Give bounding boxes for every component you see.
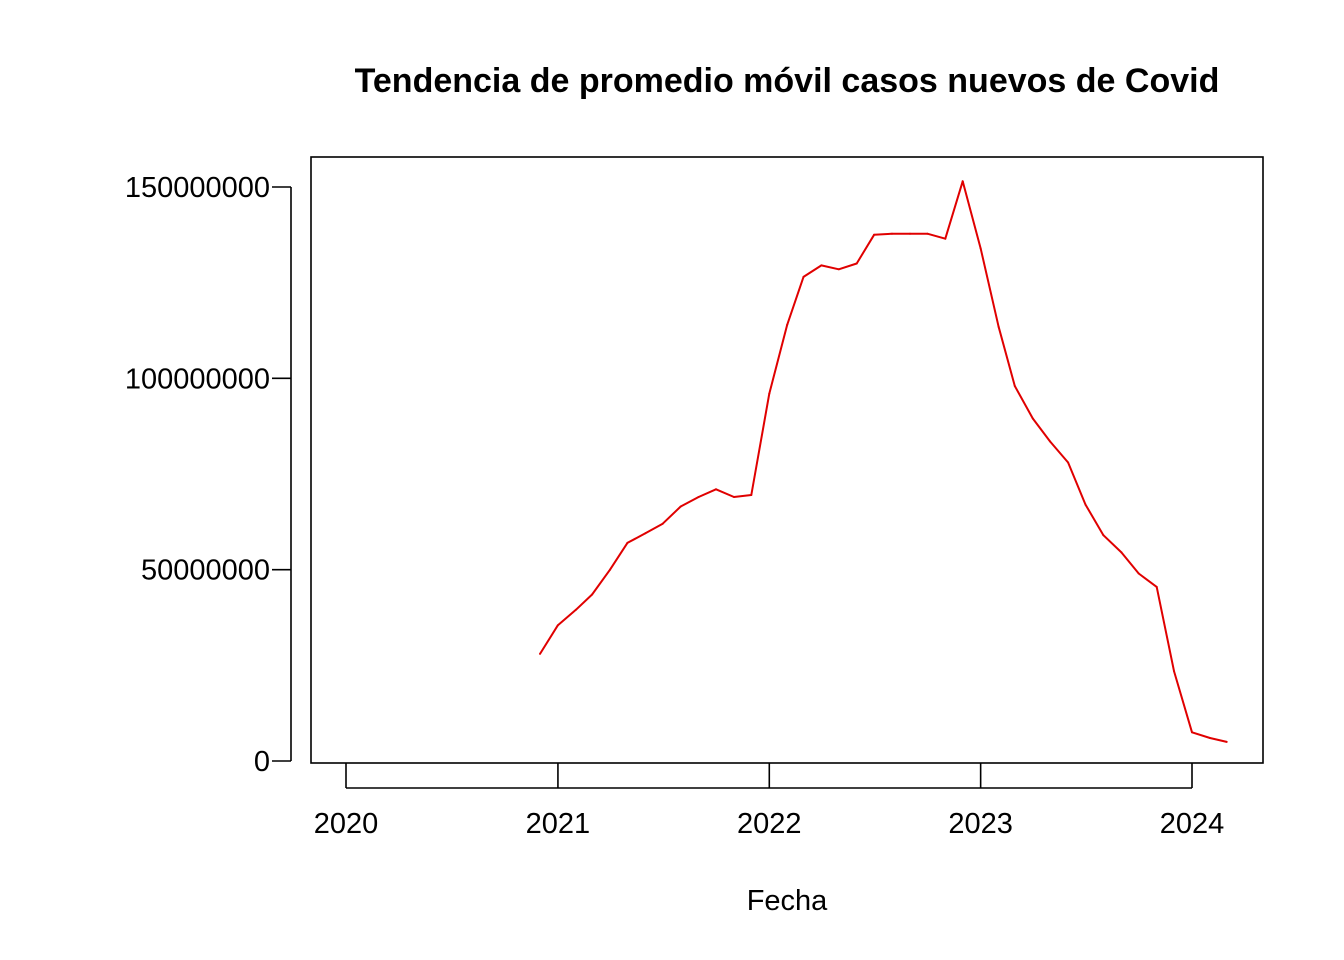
- data-point: [679, 505, 682, 508]
- data-point: [802, 275, 805, 278]
- x-tick-label: 2024: [1160, 808, 1225, 840]
- data-point: [1173, 670, 1175, 673]
- data-point: [539, 652, 541, 655]
- data-point: [944, 237, 947, 240]
- series-layer: [539, 180, 1228, 743]
- data-point: [644, 532, 647, 535]
- data-point: [926, 232, 929, 235]
- y-tick-label: 50000000: [141, 555, 270, 587]
- data-point: [786, 323, 789, 326]
- data-point: [1225, 740, 1228, 743]
- x-axis: 2020 2021 2022 2023 2024: [314, 763, 1225, 840]
- data-point: [1155, 585, 1158, 588]
- data-point: [979, 247, 982, 250]
- data-point: [873, 233, 876, 236]
- data-point: [1031, 417, 1034, 420]
- data-point: [1191, 731, 1193, 734]
- data-point: [855, 262, 858, 265]
- x-tick-label: 2020: [314, 808, 379, 840]
- plot-area-frame: [310, 156, 1264, 764]
- chart-title: Tendencia de promedio móvil casos nuevos…: [355, 62, 1220, 100]
- data-point: [909, 232, 911, 235]
- data-point: [1209, 737, 1211, 739]
- data-point: [609, 568, 611, 571]
- data-point: [1013, 385, 1016, 387]
- data-point: [961, 180, 964, 183]
- y-tick-label: 100000000: [125, 363, 270, 395]
- data-point: [891, 232, 893, 235]
- data-point: [1137, 572, 1140, 575]
- data-point: [626, 541, 629, 544]
- y-axis: 0 50000000 100000000 150000000: [125, 172, 292, 778]
- data-point: [1067, 461, 1070, 464]
- data-point: [591, 593, 594, 596]
- x-tick-label: 2022: [737, 808, 802, 840]
- data-point: [733, 496, 735, 498]
- data-point: [574, 608, 577, 611]
- y-tick-label: 0: [254, 746, 270, 778]
- x-axis-label: Fecha: [747, 885, 828, 917]
- data-point: [1084, 503, 1087, 506]
- data-point: [750, 494, 753, 496]
- y-tick-label: 150000000: [125, 172, 270, 204]
- data-point: [1120, 551, 1123, 554]
- data-point: [997, 325, 1000, 328]
- data-point: [768, 392, 771, 395]
- x-tick-label: 2021: [526, 808, 591, 840]
- data-point: [715, 488, 717, 491]
- data-point: [556, 624, 559, 627]
- data-point: [820, 264, 823, 267]
- data-point: [1049, 440, 1052, 443]
- data-point: [661, 522, 664, 525]
- data-point: [697, 496, 700, 498]
- data-point: [837, 268, 840, 271]
- x-tick-label: 2023: [948, 808, 1013, 840]
- data-point: [1102, 534, 1105, 537]
- series-line: [539, 180, 1227, 743]
